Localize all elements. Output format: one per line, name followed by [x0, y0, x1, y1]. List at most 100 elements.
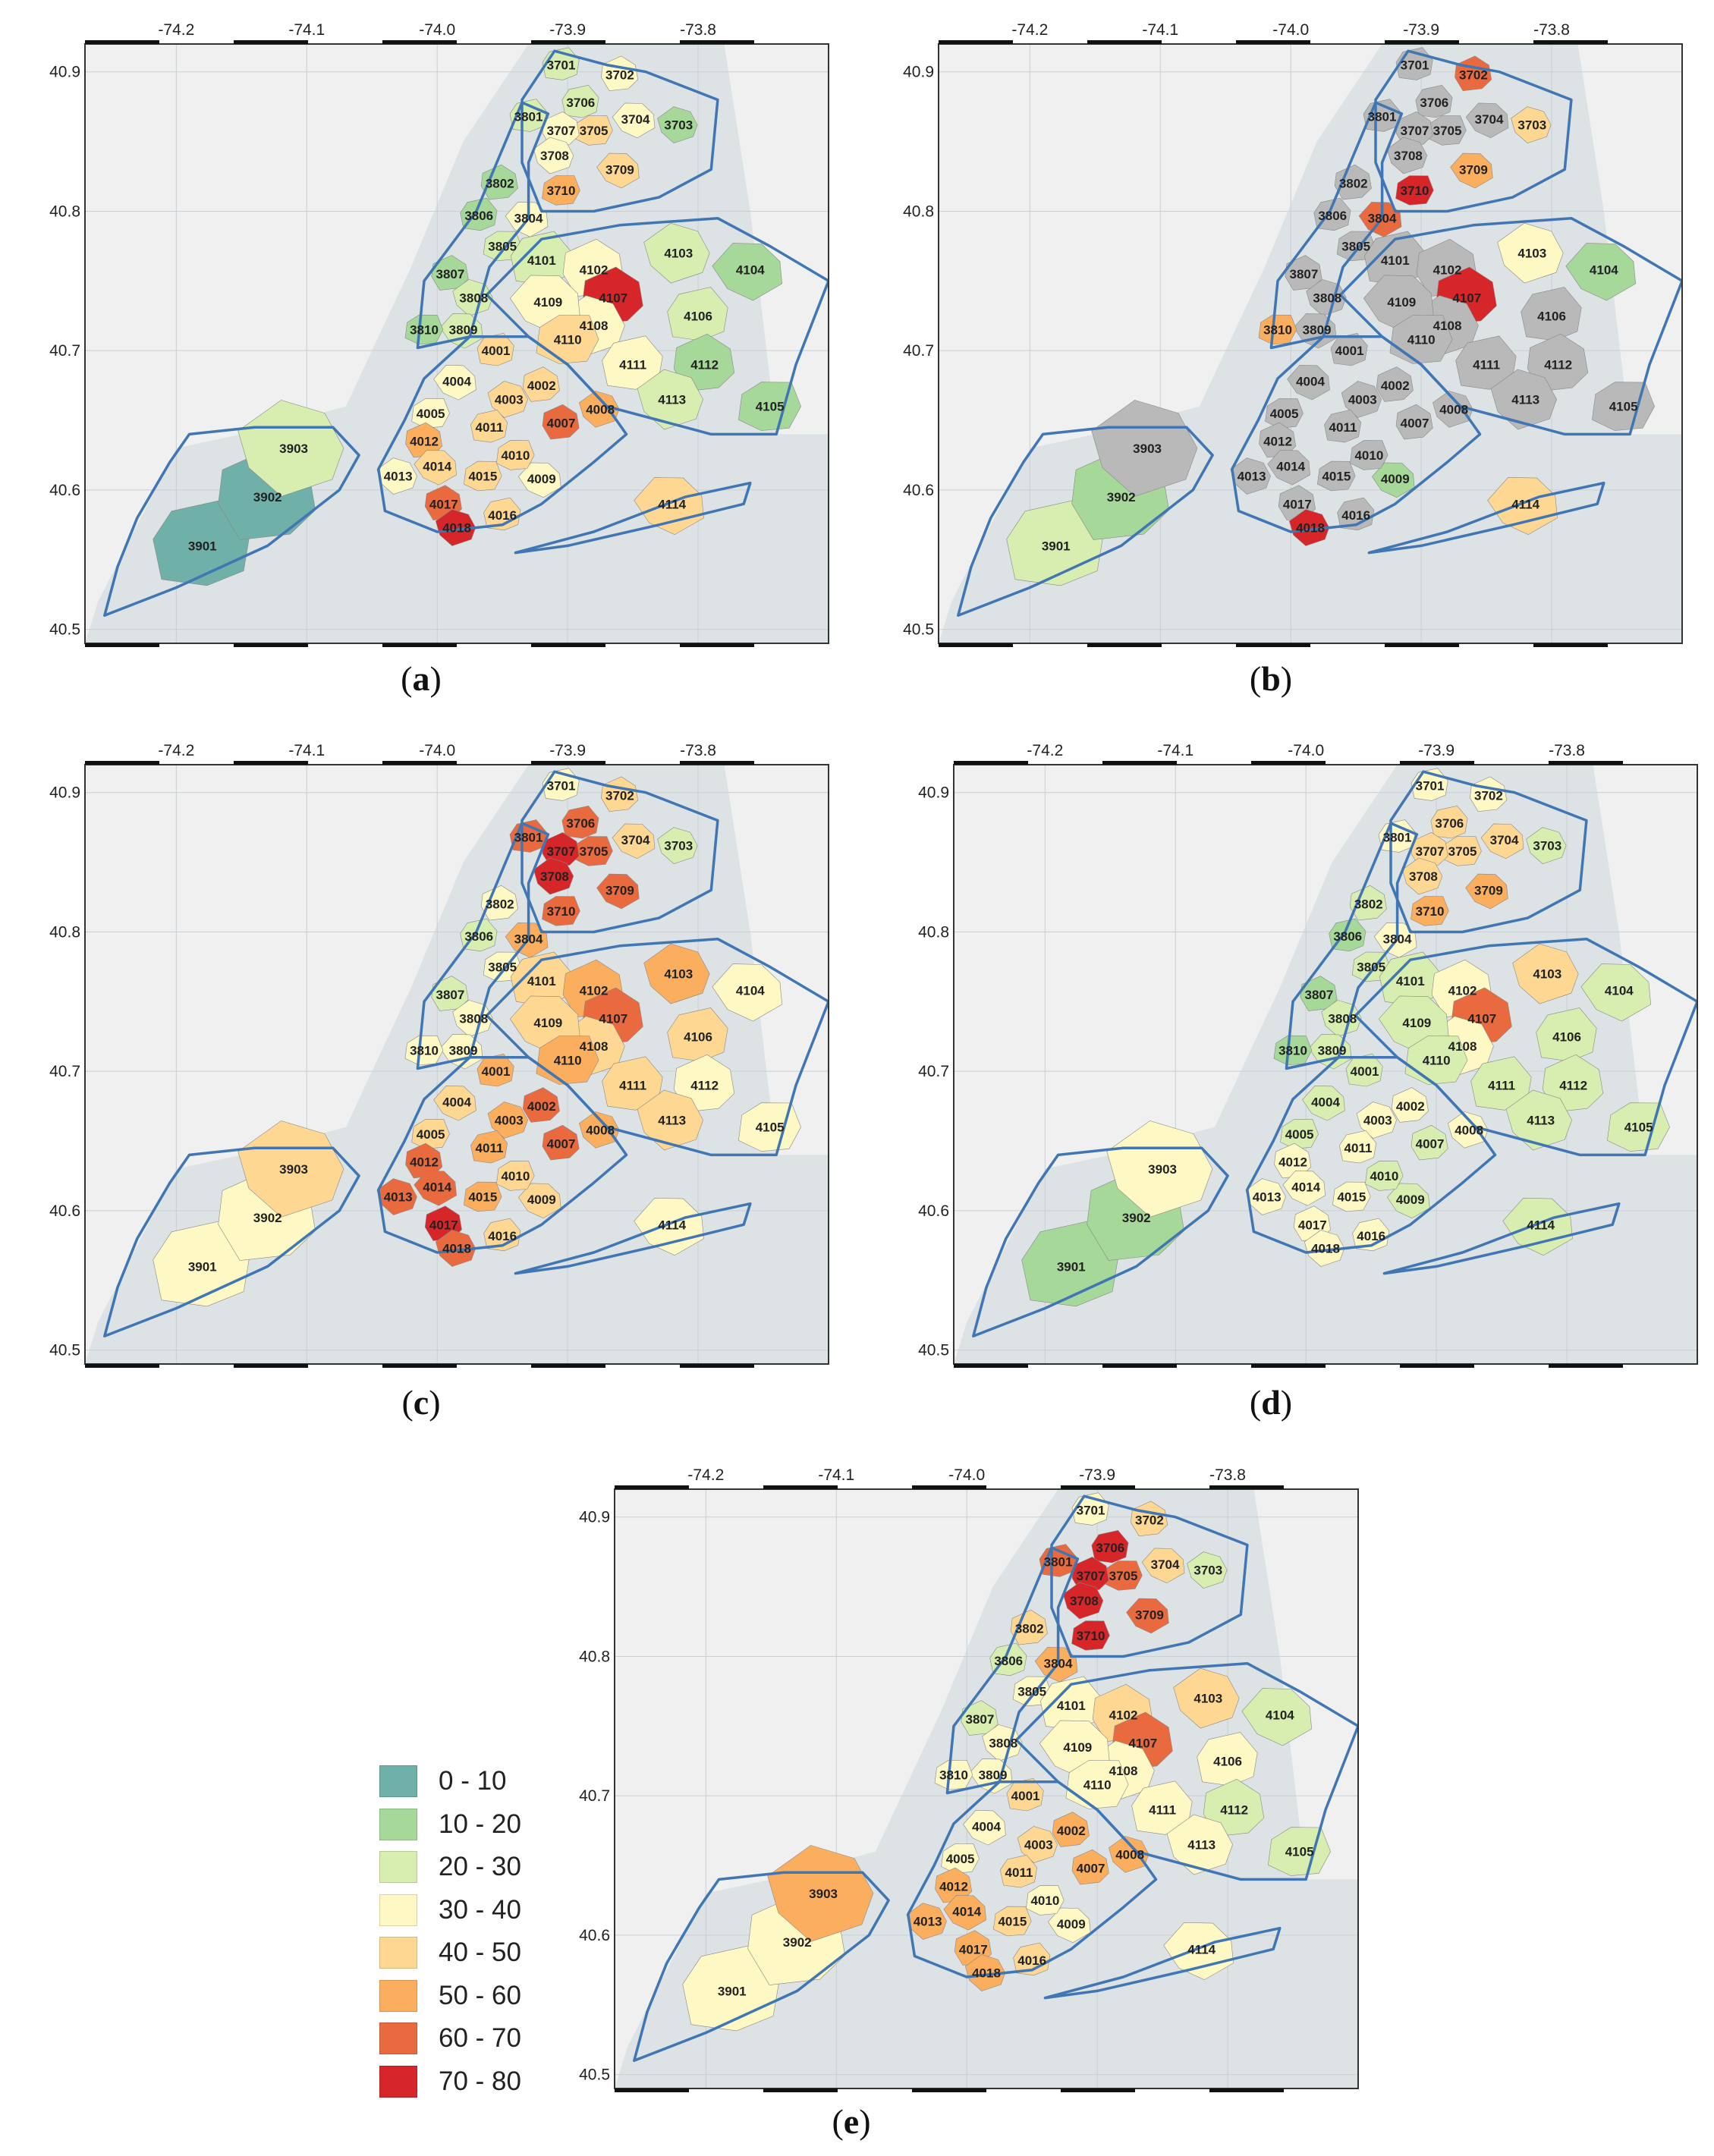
legend-swatch — [379, 2022, 417, 2055]
district-label: 4109 — [1402, 1016, 1431, 1030]
lat-tick-label: 40.9 — [49, 784, 80, 802]
district-area — [1350, 440, 1388, 470]
lon-tick-label: -74.1 — [288, 21, 325, 39]
borough-boundary-bronx — [520, 770, 719, 934]
district-area — [1450, 152, 1493, 189]
district-label: 4109 — [1387, 295, 1416, 310]
frame-tick — [1209, 2088, 1284, 2092]
legend-label: 0 - 10 — [439, 1766, 507, 1796]
district-label: 3807 — [965, 1712, 994, 1727]
district-area — [1265, 398, 1304, 429]
district-label: 4015 — [1322, 470, 1351, 484]
district-label: 3802 — [1015, 1622, 1044, 1636]
district-label: 4015 — [1337, 1190, 1366, 1205]
district-label: 3901 — [718, 1984, 747, 1998]
district-area — [1000, 1854, 1038, 1888]
district-label: 4112 — [690, 358, 719, 372]
district-label: 4004 — [442, 375, 471, 389]
district-area — [1324, 409, 1362, 443]
district-label: 4010 — [1030, 1894, 1059, 1908]
district-label: 3806 — [1318, 209, 1347, 223]
district-area — [634, 476, 704, 536]
district-area — [1071, 1849, 1109, 1885]
district-label: 4012 — [1263, 435, 1292, 449]
district-label: 3808 — [1313, 291, 1341, 305]
frame-tick — [85, 1364, 159, 1368]
lat-tick-label: 40.9 — [579, 1509, 610, 1526]
district-area — [1339, 1130, 1377, 1164]
district-label: 3703 — [1517, 118, 1546, 133]
map-panel-c: 3701 3702 3703 3704 3705 3706 3707 3708 3709 3710… — [46, 742, 844, 1394]
frame-tick — [615, 2088, 689, 2092]
legend-swatch — [379, 1851, 417, 1884]
district-label: 4114 — [1527, 1218, 1555, 1232]
district-label: 4110 — [554, 332, 582, 347]
lat-tick-label: 40.7 — [903, 342, 934, 360]
district-label: 4109 — [533, 1016, 562, 1030]
district-label: 3802 — [1354, 897, 1383, 912]
legend-label: 30 - 40 — [439, 1894, 521, 1925]
lat-tick-label: 40.5 — [903, 621, 934, 639]
district-label: 3809 — [449, 1044, 478, 1058]
district-label: 4111 — [1488, 1079, 1515, 1093]
district-label: 4107 — [599, 1011, 627, 1026]
district-area — [483, 497, 521, 531]
lon-tick-label: -74.0 — [1272, 21, 1309, 39]
district-label: 3805 — [488, 239, 517, 253]
district-label: 3902 — [253, 1211, 282, 1225]
district-area — [667, 1007, 728, 1062]
borough-boundary-manhattan — [945, 1546, 1080, 1795]
district-label: 3709 — [605, 162, 634, 177]
district-label: 4013 — [384, 470, 413, 484]
frame-tick — [1102, 1364, 1177, 1368]
land-long-island — [1253, 1489, 1358, 1880]
district-area — [993, 1906, 1032, 1937]
district-label: 4113 — [1187, 1837, 1216, 1852]
district-label: 4107 — [599, 291, 627, 305]
district-label: 4107 — [1452, 291, 1481, 305]
district-area — [433, 364, 476, 401]
district-label: 3809 — [1303, 323, 1332, 338]
district-label: 3705 — [580, 844, 609, 859]
district-label: 4016 — [488, 1229, 517, 1243]
district-label: 3708 — [1070, 1594, 1099, 1608]
district-label: 3708 — [1409, 869, 1438, 884]
district-label: 4001 — [482, 1064, 511, 1079]
district-label: 4012 — [410, 1155, 439, 1170]
district-area — [1404, 1036, 1468, 1085]
caption-e: (e) — [832, 2102, 871, 2141]
frame-tick — [1251, 761, 1326, 765]
district-label: 4015 — [468, 1190, 497, 1205]
district-label: 4002 — [1057, 1824, 1086, 1838]
district-area — [405, 1142, 443, 1179]
lon-tick-label: -74.2 — [1011, 21, 1048, 39]
district-label: 4003 — [1024, 1837, 1053, 1852]
district-label: 3802 — [486, 897, 514, 912]
district-label: 4111 — [619, 358, 646, 372]
frame-tick — [85, 40, 159, 44]
lon-tick-label: -74.2 — [687, 1466, 724, 1484]
frame-tick — [1209, 1485, 1284, 1489]
district-area — [906, 1903, 947, 1940]
district-area — [431, 255, 469, 291]
frame-tick — [615, 1485, 689, 1489]
district-label: 4013 — [1238, 470, 1266, 484]
district-label: 4112 — [1559, 1079, 1587, 1093]
district-label: 4102 — [580, 984, 609, 998]
district-area — [1302, 1085, 1345, 1121]
district-area — [414, 450, 457, 486]
district-label: 3902 — [783, 1935, 812, 1950]
district-label: 3710 — [1416, 904, 1445, 919]
lat-tick-label: 40.7 — [49, 1063, 80, 1080]
borough-boundary-rockaway — [514, 481, 752, 555]
district-label: 3702 — [1135, 1513, 1164, 1527]
legend-label: 70 - 80 — [439, 2066, 521, 2096]
district-label: 4003 — [495, 392, 524, 407]
district-label: 4102 — [1433, 263, 1462, 278]
district-label: 4106 — [684, 1029, 712, 1044]
district-label: 4106 — [1552, 1029, 1581, 1044]
district-label: 3701 — [1077, 1504, 1105, 1518]
district-area — [470, 409, 508, 443]
district-label: 4004 — [442, 1095, 471, 1110]
district-label: 3806 — [464, 209, 493, 223]
